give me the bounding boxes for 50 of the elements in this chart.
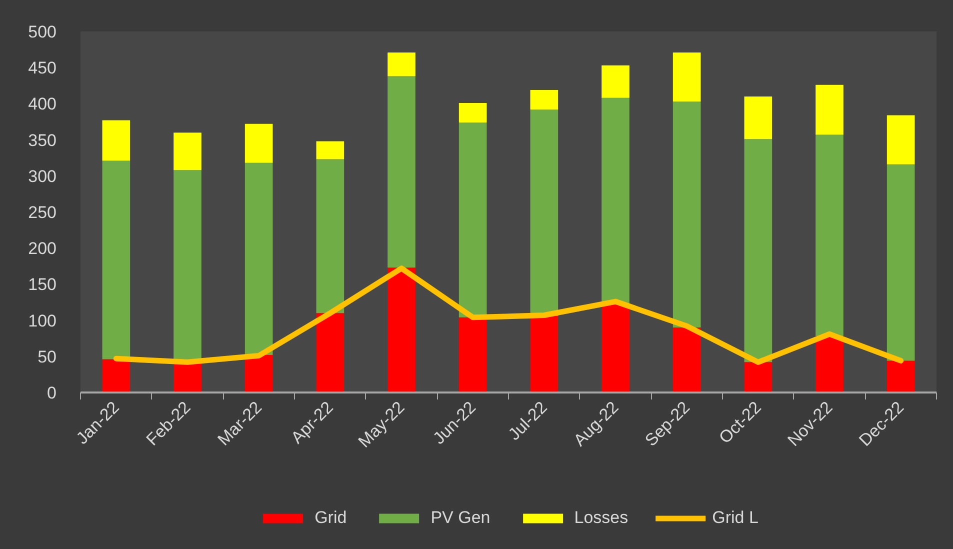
bar xyxy=(458,122,487,318)
y-tick-label: 300 xyxy=(28,166,57,186)
bar xyxy=(458,102,487,122)
bar xyxy=(744,96,772,140)
bar xyxy=(886,115,915,164)
bar xyxy=(816,134,844,336)
bar xyxy=(174,132,202,170)
bar xyxy=(244,354,273,392)
y-tick-label: 450 xyxy=(28,58,57,78)
bar xyxy=(816,84,844,135)
bar xyxy=(886,164,915,361)
legend-label: Losses xyxy=(574,508,628,528)
y-tick-label: 0 xyxy=(47,384,57,402)
bar xyxy=(174,364,202,392)
bar xyxy=(458,317,487,392)
bar xyxy=(744,362,772,392)
bar xyxy=(102,359,130,392)
bar xyxy=(602,65,630,98)
bar xyxy=(388,268,416,392)
y-tick-label: 250 xyxy=(28,203,57,222)
y-tick-label: 100 xyxy=(28,311,57,330)
legend-label: Grid xyxy=(314,508,347,528)
bar xyxy=(244,124,273,163)
bar xyxy=(530,316,558,392)
bar xyxy=(316,313,344,392)
bar xyxy=(672,328,701,392)
y-tick-label: 50 xyxy=(38,347,57,366)
bar xyxy=(530,109,558,316)
bar xyxy=(816,336,844,392)
bar xyxy=(102,120,130,161)
bar xyxy=(316,141,344,160)
bar xyxy=(102,160,130,360)
bar xyxy=(672,52,701,102)
y-tick-label: 350 xyxy=(28,130,57,150)
y-tick-label: 400 xyxy=(28,94,57,114)
y-tick-label: 200 xyxy=(28,239,57,258)
legend-label: PV Gen xyxy=(430,508,490,528)
bar xyxy=(886,360,915,392)
bar xyxy=(672,102,701,328)
bar xyxy=(388,76,416,268)
legend-label: Grid L xyxy=(712,508,758,528)
y-tick-label: 150 xyxy=(28,275,57,294)
bar xyxy=(244,162,273,355)
y-tick-label: 500 xyxy=(28,22,57,42)
bar xyxy=(602,98,630,304)
bar xyxy=(316,159,344,314)
bar xyxy=(744,139,772,362)
bar xyxy=(388,52,416,76)
bar xyxy=(530,90,558,110)
bar xyxy=(602,304,630,392)
